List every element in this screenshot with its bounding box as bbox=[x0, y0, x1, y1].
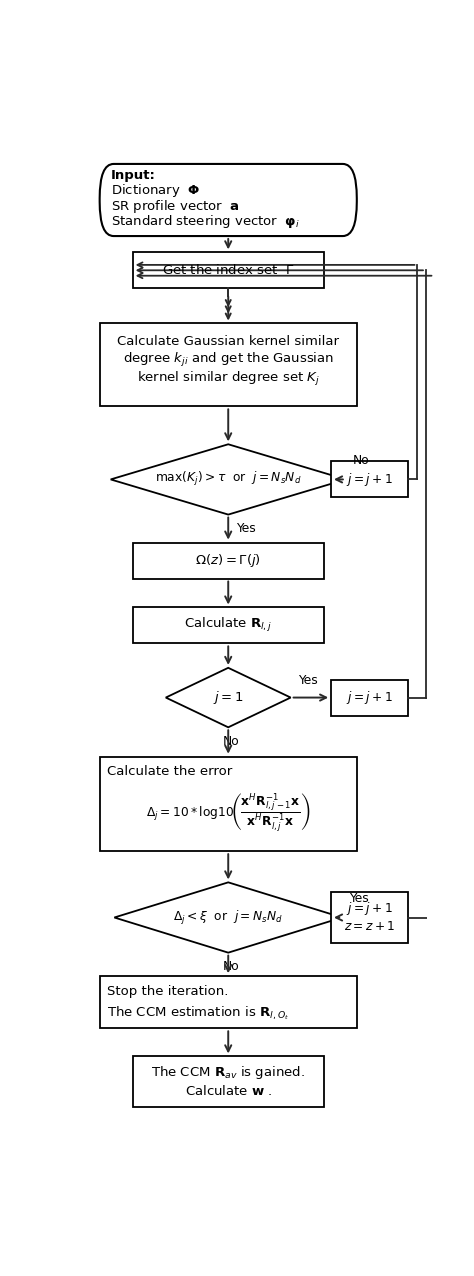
Bar bbox=[331, 462, 408, 498]
Bar bbox=[100, 757, 357, 851]
Text: Calculate $\mathbf{w}$ .: Calculate $\mathbf{w}$ . bbox=[184, 1083, 272, 1097]
Text: kernel similar degree set $K_j$: kernel similar degree set $K_j$ bbox=[137, 370, 320, 388]
Text: $\Omega(z) = \Gamma(j)$: $\Omega(z) = \Gamma(j)$ bbox=[195, 553, 261, 569]
Text: $j = j+1$: $j = j+1$ bbox=[346, 900, 393, 917]
Bar bbox=[133, 253, 324, 288]
Text: Stop the iteration.: Stop the iteration. bbox=[107, 985, 228, 998]
Text: Dictionary  $\mathbf{\Phi}$: Dictionary $\mathbf{\Phi}$ bbox=[111, 182, 200, 199]
Bar bbox=[331, 680, 408, 716]
Text: $\mathrm{max}(K_j) > \tau$  or  $j = N_s N_d$: $\mathrm{max}(K_j) > \tau$ or $j = N_s N… bbox=[155, 471, 301, 489]
Text: Calculate Gaussian kernel similar: Calculate Gaussian kernel similar bbox=[117, 336, 339, 348]
Text: SR profile vector  $\mathbf{a}$: SR profile vector $\mathbf{a}$ bbox=[111, 198, 239, 214]
Text: degree $k_{ji}$ and get the Gaussian: degree $k_{ji}$ and get the Gaussian bbox=[123, 351, 334, 370]
Polygon shape bbox=[110, 444, 346, 514]
Text: Get the index set  $\Gamma$: Get the index set $\Gamma$ bbox=[162, 263, 294, 277]
Text: No: No bbox=[223, 960, 239, 972]
Text: $j = 1$: $j = 1$ bbox=[213, 689, 244, 706]
Text: The CCM estimation is $\mathbf{R}_{l,O_t}$: The CCM estimation is $\mathbf{R}_{l,O_t… bbox=[107, 1004, 289, 1022]
Text: $z = z+1$: $z = z+1$ bbox=[344, 920, 395, 933]
FancyBboxPatch shape bbox=[100, 163, 357, 236]
Text: No: No bbox=[353, 454, 370, 467]
Text: $j = j+1$: $j = j+1$ bbox=[346, 471, 393, 487]
Bar bbox=[331, 892, 408, 943]
Text: Yes: Yes bbox=[298, 674, 318, 686]
Text: $\Delta_j < \xi$  or  $j = N_s N_d$: $\Delta_j < \xi$ or $j = N_s N_d$ bbox=[173, 909, 283, 926]
Polygon shape bbox=[114, 882, 342, 953]
Text: No: No bbox=[223, 735, 239, 748]
Bar bbox=[100, 324, 357, 407]
Bar bbox=[133, 1057, 324, 1106]
Text: Calculate the error: Calculate the error bbox=[107, 766, 232, 778]
Bar bbox=[133, 607, 324, 643]
Text: Yes: Yes bbox=[236, 522, 255, 535]
Bar bbox=[100, 976, 357, 1028]
Text: $j = j+1$: $j = j+1$ bbox=[346, 689, 393, 706]
Text: $\Delta_j = 10 * \mathrm{log10}\!\left(\dfrac{\mathbf{x}^{H}\mathbf{R}_{l,j-1}^{: $\Delta_j = 10 * \mathrm{log10}\!\left(\… bbox=[146, 791, 310, 835]
Polygon shape bbox=[166, 667, 291, 727]
Text: Yes: Yes bbox=[349, 892, 369, 905]
Text: Input:: Input: bbox=[111, 170, 155, 182]
Text: Calculate $\mathbf{R}_{l,j}$: Calculate $\mathbf{R}_{l,j}$ bbox=[184, 616, 273, 634]
Bar bbox=[133, 542, 324, 578]
Text: Standard steering vector  $\boldsymbol{\varphi}_i$: Standard steering vector $\boldsymbol{\v… bbox=[111, 213, 300, 230]
Text: The CCM $\mathbf{R}_{av}$ is gained.: The CCM $\mathbf{R}_{av}$ is gained. bbox=[151, 1064, 305, 1081]
